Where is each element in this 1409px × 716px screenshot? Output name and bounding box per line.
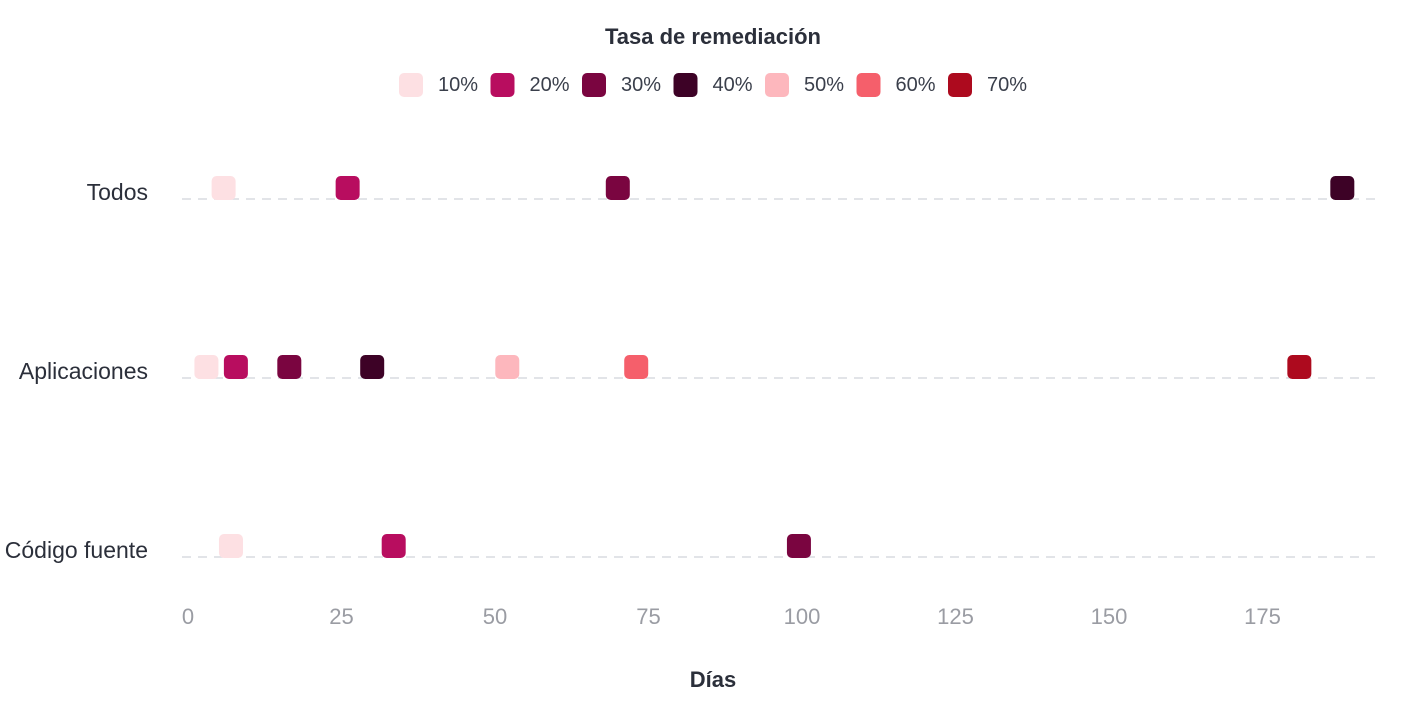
point-codigo-fuente-30 bbox=[786, 534, 811, 558]
legend-label-20: 20% bbox=[530, 74, 570, 96]
legend-label-30: 30% bbox=[621, 74, 661, 96]
point-aplicaciones-70 bbox=[1287, 355, 1312, 379]
legend-swatch-50 bbox=[765, 73, 789, 97]
point-aplicaciones-60 bbox=[624, 355, 649, 379]
legend: 10% 20% 30% 40% 50% 60% 70% bbox=[399, 73, 1027, 97]
x-tick-0: 0 bbox=[182, 604, 194, 629]
point-aplicaciones-20 bbox=[223, 355, 248, 379]
legend-label-70: 70% bbox=[987, 74, 1027, 96]
category-label-aplicaciones: Aplicaciones bbox=[19, 358, 148, 384]
legend-swatch-40 bbox=[673, 73, 698, 97]
point-todos-40 bbox=[1330, 176, 1355, 200]
legend-title: Tasa de remediación bbox=[605, 24, 821, 49]
category-label-todos: Todos bbox=[87, 179, 148, 205]
gridlines bbox=[182, 198, 1378, 558]
legend-label-40: 40% bbox=[713, 74, 753, 96]
point-aplicaciones-40 bbox=[360, 355, 385, 379]
x-tick-125: 125 bbox=[937, 604, 974, 629]
category-label-codigo-fuente: Código fuente bbox=[5, 537, 148, 563]
x-tick-50: 50 bbox=[483, 604, 507, 629]
point-todos-30 bbox=[605, 176, 630, 200]
legend-swatch-60 bbox=[856, 73, 881, 97]
point-codigo-fuente-20 bbox=[381, 534, 406, 558]
x-tick-175: 175 bbox=[1244, 604, 1281, 629]
point-aplicaciones-30 bbox=[277, 355, 302, 379]
point-todos-10 bbox=[211, 176, 236, 200]
x-axis-title: Días bbox=[690, 667, 736, 692]
point-aplicaciones-50 bbox=[495, 355, 520, 379]
x-tick-75: 75 bbox=[636, 604, 660, 629]
point-aplicaciones-10 bbox=[194, 355, 219, 379]
point-todos-20 bbox=[335, 176, 360, 200]
legend-swatch-20 bbox=[490, 73, 515, 97]
legend-swatch-10 bbox=[399, 73, 423, 97]
legend-swatch-30 bbox=[582, 73, 606, 97]
point-codigo-fuente-10 bbox=[218, 534, 243, 558]
x-tick-100: 100 bbox=[784, 604, 821, 629]
x-tick-25: 25 bbox=[329, 604, 353, 629]
legend-label-10: 10% bbox=[438, 74, 478, 96]
legend-swatch-70 bbox=[948, 73, 972, 97]
x-tick-150: 150 bbox=[1091, 604, 1128, 629]
category-labels: Todos Aplicaciones Código fuente bbox=[5, 179, 148, 563]
x-axis-ticks: 0 25 50 75 100 125 150 175 bbox=[182, 604, 1281, 629]
data-points bbox=[194, 176, 1355, 558]
legend-label-50: 50% bbox=[804, 74, 844, 96]
legend-label-60: 60% bbox=[896, 74, 936, 96]
